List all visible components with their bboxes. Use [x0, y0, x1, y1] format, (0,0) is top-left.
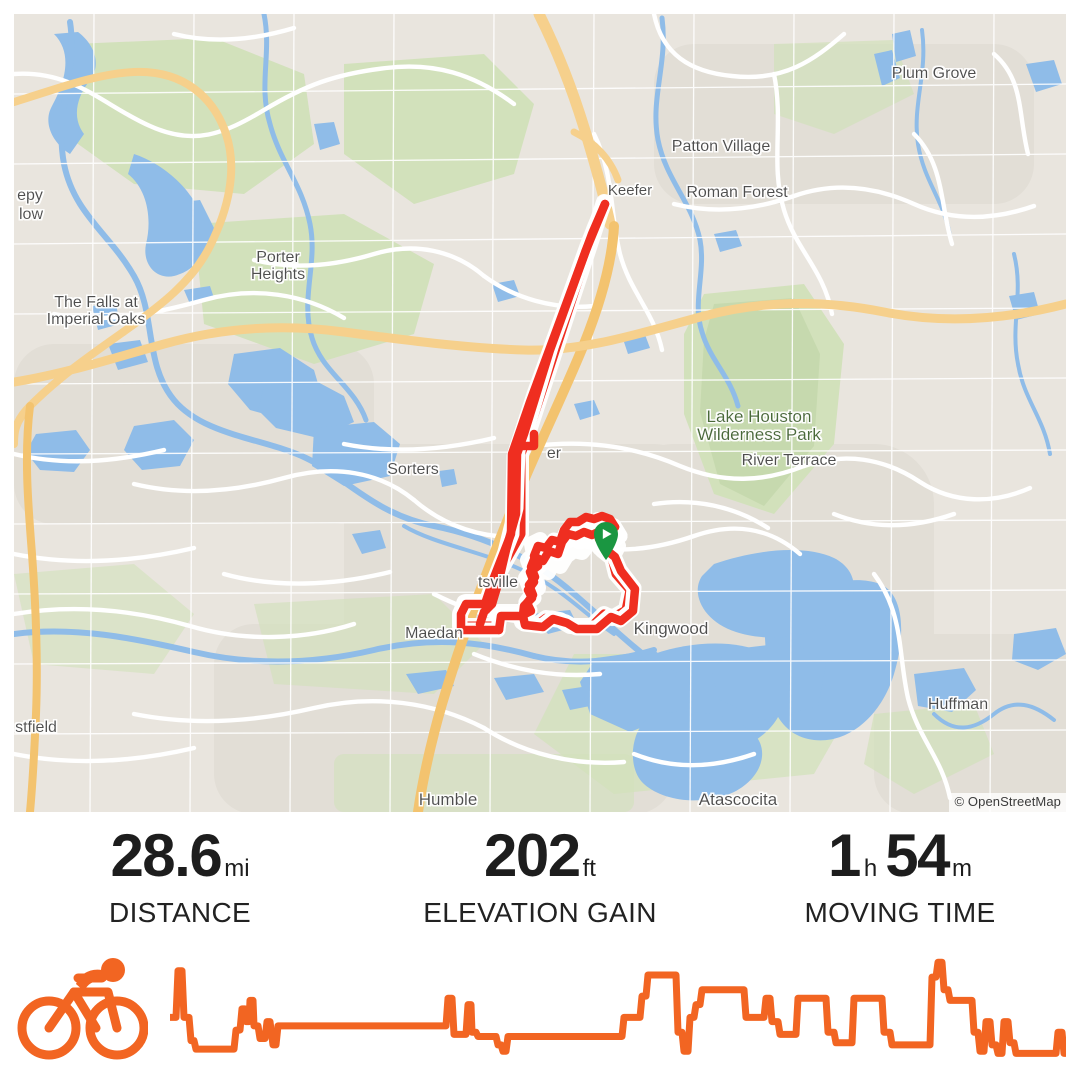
- play-marker-icon: [602, 529, 612, 539]
- map-label: Wilderness Park: [697, 425, 821, 444]
- stat-moving-time-hours-unit: h: [863, 855, 878, 882]
- map-label: Humble: [419, 790, 478, 809]
- elevation-series-line: [170, 958, 1066, 1057]
- map-label: Keefer: [608, 182, 652, 199]
- stat-moving-time-label: MOVING TIME: [804, 897, 996, 928]
- map-canvas[interactable]: Plum Grove Patton Village Keefer Roman Fore…: [14, 14, 1066, 812]
- map-label: epy: [17, 187, 43, 204]
- elevation-profile[interactable]: [170, 946, 1066, 1080]
- map-label: Heights: [251, 266, 305, 283]
- map-label: er: [547, 445, 562, 462]
- map-label: Lake Houston: [707, 407, 812, 426]
- stat-distance: 28.6 mi DISTANCE: [0, 826, 360, 946]
- map-label: Patton Village: [672, 138, 771, 155]
- stat-distance-label: DISTANCE: [109, 897, 251, 928]
- map-label: Imperial Oaks: [47, 311, 146, 328]
- map-label: Kingwood: [634, 619, 709, 638]
- map-river-layer: [14, 14, 1056, 730]
- stat-moving-time-minutes-unit: m: [951, 855, 972, 882]
- map-label: The Falls at: [54, 294, 138, 311]
- footer-row: [0, 946, 1080, 1080]
- stat-elevation-gain-value: 202 ft: [484, 826, 596, 886]
- map-road-collector-layer: [14, 14, 1037, 801]
- map-label: Huffman: [928, 696, 988, 713]
- stat-distance-value: 28.6 mi: [110, 826, 249, 886]
- stats-row: 28.6 mi DISTANCE 202 ft ELEVATION GAIN 1…: [0, 826, 1080, 946]
- stat-moving-time-hours: 1: [828, 822, 861, 889]
- map-layers: Plum Grove Patton Village Keefer Roman Fore…: [14, 14, 1066, 812]
- stat-elevation-gain-unit: ft: [582, 855, 596, 882]
- map-label: Maedan: [405, 625, 463, 642]
- elevation-chart[interactable]: [170, 946, 1066, 1080]
- map-label: tsville: [478, 574, 518, 591]
- stat-distance-number: 28.6: [110, 822, 222, 889]
- stat-elevation-gain-label: ELEVATION GAIN: [423, 897, 657, 928]
- map-label: Sorters: [387, 461, 439, 478]
- route-track[interactable]: [452, 194, 642, 638]
- map-label: stfield: [15, 719, 57, 736]
- stat-distance-unit: mi: [224, 855, 250, 882]
- map-label: Plum Grove: [892, 65, 977, 82]
- osm-attribution-text: © OpenStreetMap: [954, 793, 1061, 809]
- map-label: River Terrace: [742, 452, 837, 469]
- map-label: Porter: [256, 249, 300, 266]
- stat-elevation-gain: 202 ft ELEVATION GAIN: [360, 826, 720, 946]
- route-map[interactable]: Plum Grove Patton Village Keefer Roman Fore…: [14, 14, 1066, 812]
- map-label: Roman Forest: [686, 184, 788, 201]
- map-label: Atascocita: [699, 790, 778, 809]
- stat-elevation-gain-number: 202: [484, 822, 581, 889]
- stat-moving-time: 1 h 54 m MOVING TIME: [720, 826, 1080, 946]
- stat-moving-time-minutes: 54: [885, 822, 950, 889]
- map-label-group: Plum Grove Patton Village Keefer Roman Fore…: [15, 65, 988, 809]
- bicycle-icon: [17, 958, 148, 1060]
- map-label: low: [19, 206, 43, 223]
- start-marker[interactable]: [594, 522, 618, 560]
- osm-attribution[interactable]: © OpenStreetMap: [948, 792, 1066, 812]
- stat-moving-time-value: 1 h 54 m: [828, 826, 972, 886]
